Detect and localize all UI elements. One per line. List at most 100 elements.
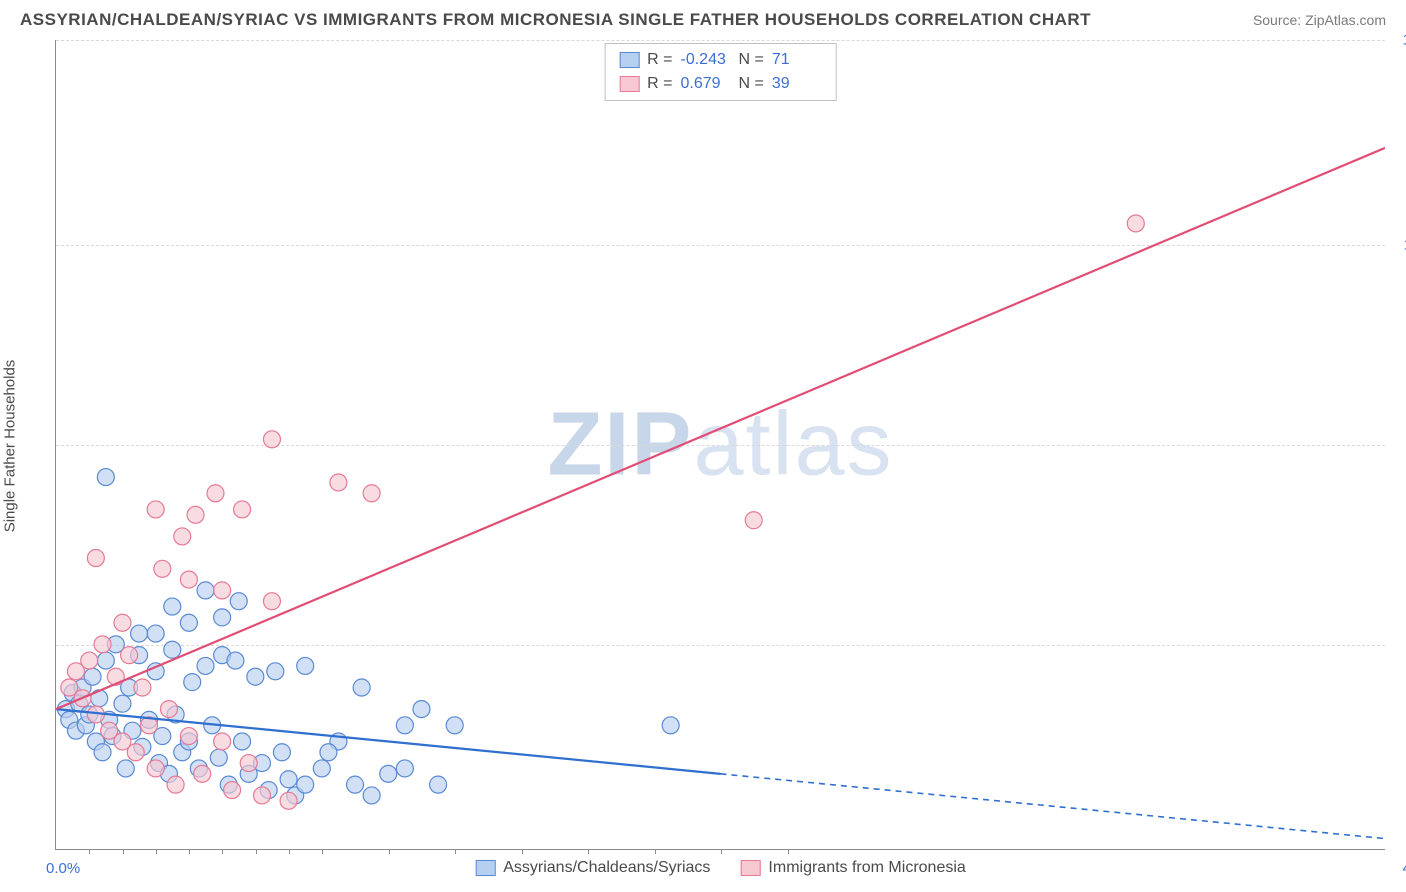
scatter-point — [184, 674, 201, 691]
legend-swatch-1 — [619, 76, 639, 92]
x-tick-mark — [256, 849, 257, 854]
x-tick-mark — [455, 849, 456, 854]
scatter-point — [297, 776, 314, 793]
stats-n-0: 71 — [772, 48, 822, 72]
scatter-point — [247, 668, 264, 685]
scatter-point — [121, 647, 138, 664]
scatter-point — [267, 663, 284, 680]
scatter-point — [180, 728, 197, 745]
scatter-point — [297, 657, 314, 674]
scatter-point — [97, 469, 114, 486]
regression-line-dashed — [720, 774, 1384, 839]
scatter-point — [363, 787, 380, 804]
scatter-point — [187, 506, 204, 523]
legend-swatch-bottom-0 — [475, 860, 495, 876]
scatter-point — [160, 701, 177, 718]
scatter-point — [134, 679, 151, 696]
scatter-point — [207, 485, 224, 502]
x-max-label: 40.0% — [1402, 860, 1406, 877]
scatter-point — [117, 760, 134, 777]
scatter-point — [197, 582, 214, 599]
scatter-point — [396, 717, 413, 734]
scatter-point — [167, 776, 184, 793]
stats-row-series-0: R = -0.243 N = 71 — [619, 48, 822, 72]
regression-line — [56, 148, 1385, 709]
chart-title: ASSYRIAN/CHALDEAN/SYRIAC VS IMMIGRANTS F… — [20, 10, 1091, 30]
scatter-point — [180, 614, 197, 631]
x-tick-mark — [89, 849, 90, 854]
chart-header: ASSYRIAN/CHALDEAN/SYRIAC VS IMMIGRANTS F… — [20, 10, 1386, 30]
x-tick-mark — [788, 849, 789, 854]
x-tick-mark — [189, 849, 190, 854]
x-tick-mark — [289, 849, 290, 854]
y-tick-label: 15.0% — [1390, 32, 1406, 49]
chart-source: Source: ZipAtlas.com — [1253, 12, 1386, 28]
legend-label-1: Immigrants from Micronesia — [768, 859, 965, 877]
scatter-point — [114, 614, 131, 631]
scatter-point — [230, 593, 247, 610]
scatter-point — [662, 717, 679, 734]
scatter-point — [81, 652, 98, 669]
scatter-point — [313, 760, 330, 777]
scatter-point — [396, 760, 413, 777]
scatter-point — [164, 598, 181, 615]
y-tick-label: 3.8% — [1390, 636, 1406, 653]
scatter-point — [147, 625, 164, 642]
scatter-point — [84, 668, 101, 685]
scatter-point — [114, 695, 131, 712]
stats-legend: R = -0.243 N = 71 R = 0.679 N = 39 — [604, 43, 837, 101]
scatter-point — [180, 571, 197, 588]
scatter-point — [263, 431, 280, 448]
scatter-plot — [56, 40, 1385, 849]
scatter-point — [174, 528, 191, 545]
scatter-point — [363, 485, 380, 502]
x-tick-mark — [222, 849, 223, 854]
scatter-point — [214, 609, 231, 626]
y-axis-label: Single Father Households — [2, 360, 19, 533]
scatter-point — [227, 652, 244, 669]
legend-swatch-0 — [619, 52, 639, 68]
x-tick-mark — [721, 849, 722, 854]
x-tick-mark — [123, 849, 124, 854]
scatter-point — [214, 733, 231, 750]
scatter-point — [273, 744, 290, 761]
scatter-point — [353, 679, 370, 696]
x-tick-mark — [655, 849, 656, 854]
bottom-legend: Assyrians/Chaldeans/Syriacs Immigrants f… — [475, 859, 966, 877]
y-tick-label: 7.5% — [1390, 437, 1406, 454]
x-tick-mark — [588, 849, 589, 854]
scatter-point — [430, 776, 447, 793]
scatter-point — [147, 760, 164, 777]
legend-swatch-bottom-1 — [740, 860, 760, 876]
scatter-point — [240, 755, 257, 772]
scatter-point — [234, 733, 251, 750]
scatter-point — [154, 560, 171, 577]
stats-n-1: 39 — [772, 72, 822, 96]
scatter-point — [446, 717, 463, 734]
scatter-point — [131, 625, 148, 642]
x-tick-mark — [156, 849, 157, 854]
scatter-point — [280, 792, 297, 809]
scatter-point — [194, 765, 211, 782]
scatter-point — [210, 749, 227, 766]
scatter-point — [380, 765, 397, 782]
legend-item-1: Immigrants from Micronesia — [740, 859, 965, 877]
scatter-point — [745, 512, 762, 529]
scatter-point — [147, 501, 164, 518]
stats-r-0: -0.243 — [681, 48, 731, 72]
x-tick-mark — [389, 849, 390, 854]
legend-item-0: Assyrians/Chaldeans/Syriacs — [475, 859, 710, 877]
y-tick-label: 11.2% — [1390, 237, 1406, 254]
stats-row-series-1: R = 0.679 N = 39 — [619, 72, 822, 96]
scatter-point — [197, 657, 214, 674]
scatter-point — [253, 787, 270, 804]
scatter-point — [97, 652, 114, 669]
scatter-point — [320, 744, 337, 761]
x-min-label: 0.0% — [46, 860, 80, 877]
scatter-point — [94, 636, 111, 653]
stats-r-1: 0.679 — [681, 72, 731, 96]
scatter-point — [234, 501, 251, 518]
chart-area: ZIPatlas 3.8%7.5%11.2%15.0% 0.0% 40.0% R… — [55, 40, 1385, 850]
x-tick-mark — [522, 849, 523, 854]
x-tick-mark — [322, 849, 323, 854]
